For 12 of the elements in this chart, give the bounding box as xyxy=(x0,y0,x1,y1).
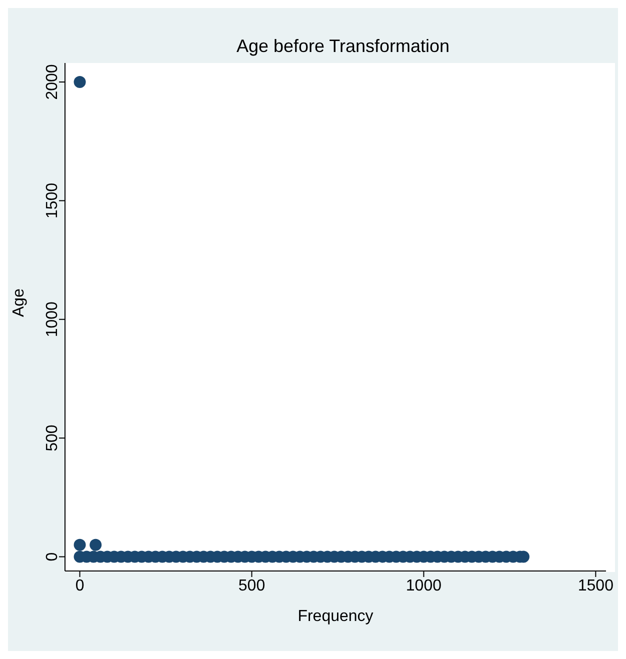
y-tick-label: 1000 xyxy=(44,301,61,338)
chart-title: Age before Transformation xyxy=(235,36,451,57)
y-tick-label: 1500 xyxy=(44,182,61,218)
x-tick-label: 1000 xyxy=(406,577,442,594)
x-tick-label: 0 xyxy=(75,577,84,594)
x-tick-label: 500 xyxy=(238,577,266,594)
y-tick-label: 500 xyxy=(44,424,61,452)
x-axis-title: Frequency xyxy=(298,608,374,625)
y-tick-label: 0 xyxy=(44,552,61,562)
x-tick-label: 1500 xyxy=(578,577,614,594)
y-axis-title: Age xyxy=(10,288,28,317)
y-tick-label: 2000 xyxy=(44,64,61,100)
